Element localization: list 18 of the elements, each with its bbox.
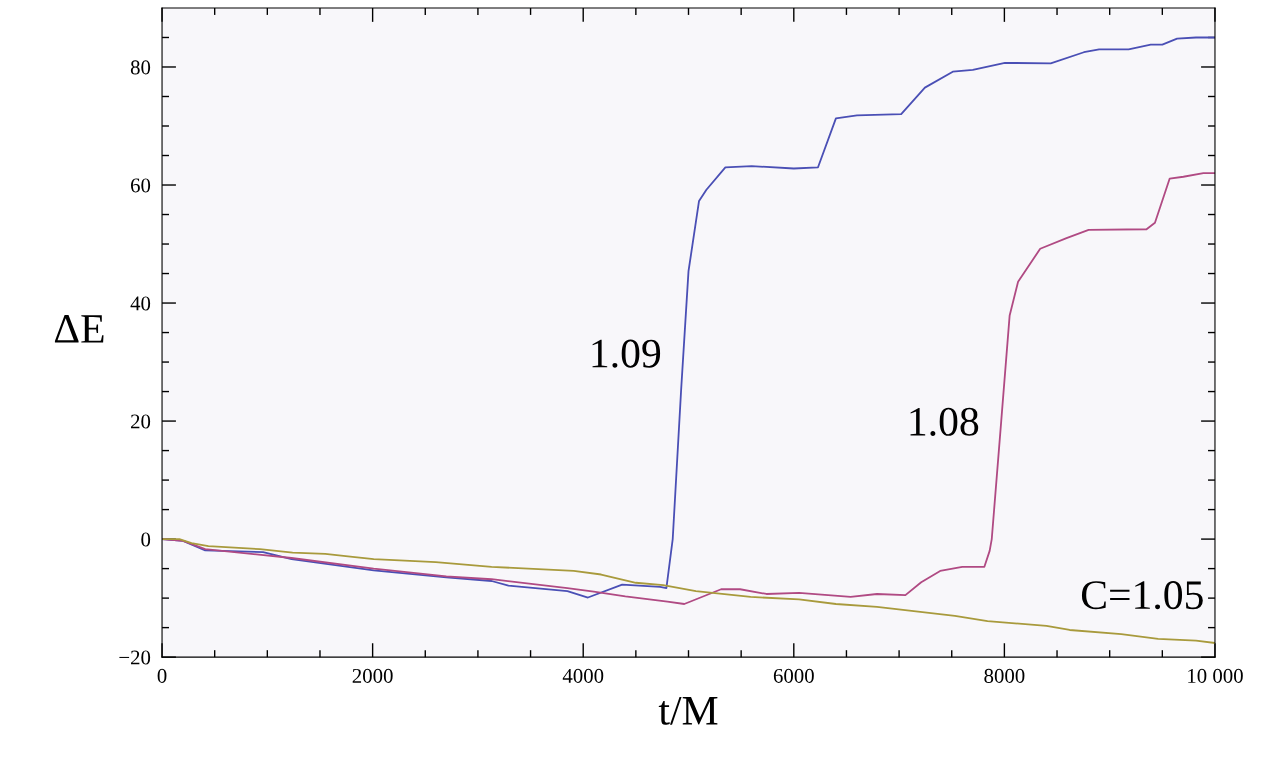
x-axis-title: t/M [658,696,718,725]
y-tick-label: −20 [119,650,151,665]
series-label: 1.08 [910,407,979,436]
x-tick-label: 2000 [352,668,393,683]
x-tick-label: 0 [157,668,167,683]
y-tick-label: 40 [130,296,151,311]
x-tick-label: 6000 [773,668,814,683]
y-tick-label: 80 [130,60,151,75]
line-series [162,538,1215,644]
y-tick-label: 0 [141,532,151,547]
y-tick-label: 20 [131,414,151,429]
series-label: 1.09 [592,339,661,368]
series-label: C=1.05 [1081,581,1203,610]
x-tick-label: 8000 [984,668,1025,683]
x-tick-label: 10 000 [1188,668,1243,683]
x-tick-label: 4000 [562,668,604,683]
y-tick-label: 60 [130,178,151,193]
y-axis-title: ΔE [54,315,104,343]
